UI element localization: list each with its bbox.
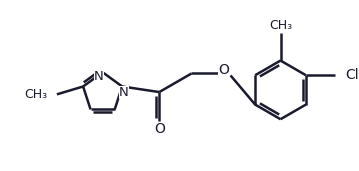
Text: N: N [94, 70, 104, 83]
Text: O: O [154, 122, 165, 136]
Text: O: O [218, 63, 229, 77]
Text: CH₃: CH₃ [24, 88, 47, 101]
Text: N: N [119, 86, 129, 99]
Text: CH₃: CH₃ [269, 19, 292, 32]
Text: Cl: Cl [345, 68, 359, 82]
